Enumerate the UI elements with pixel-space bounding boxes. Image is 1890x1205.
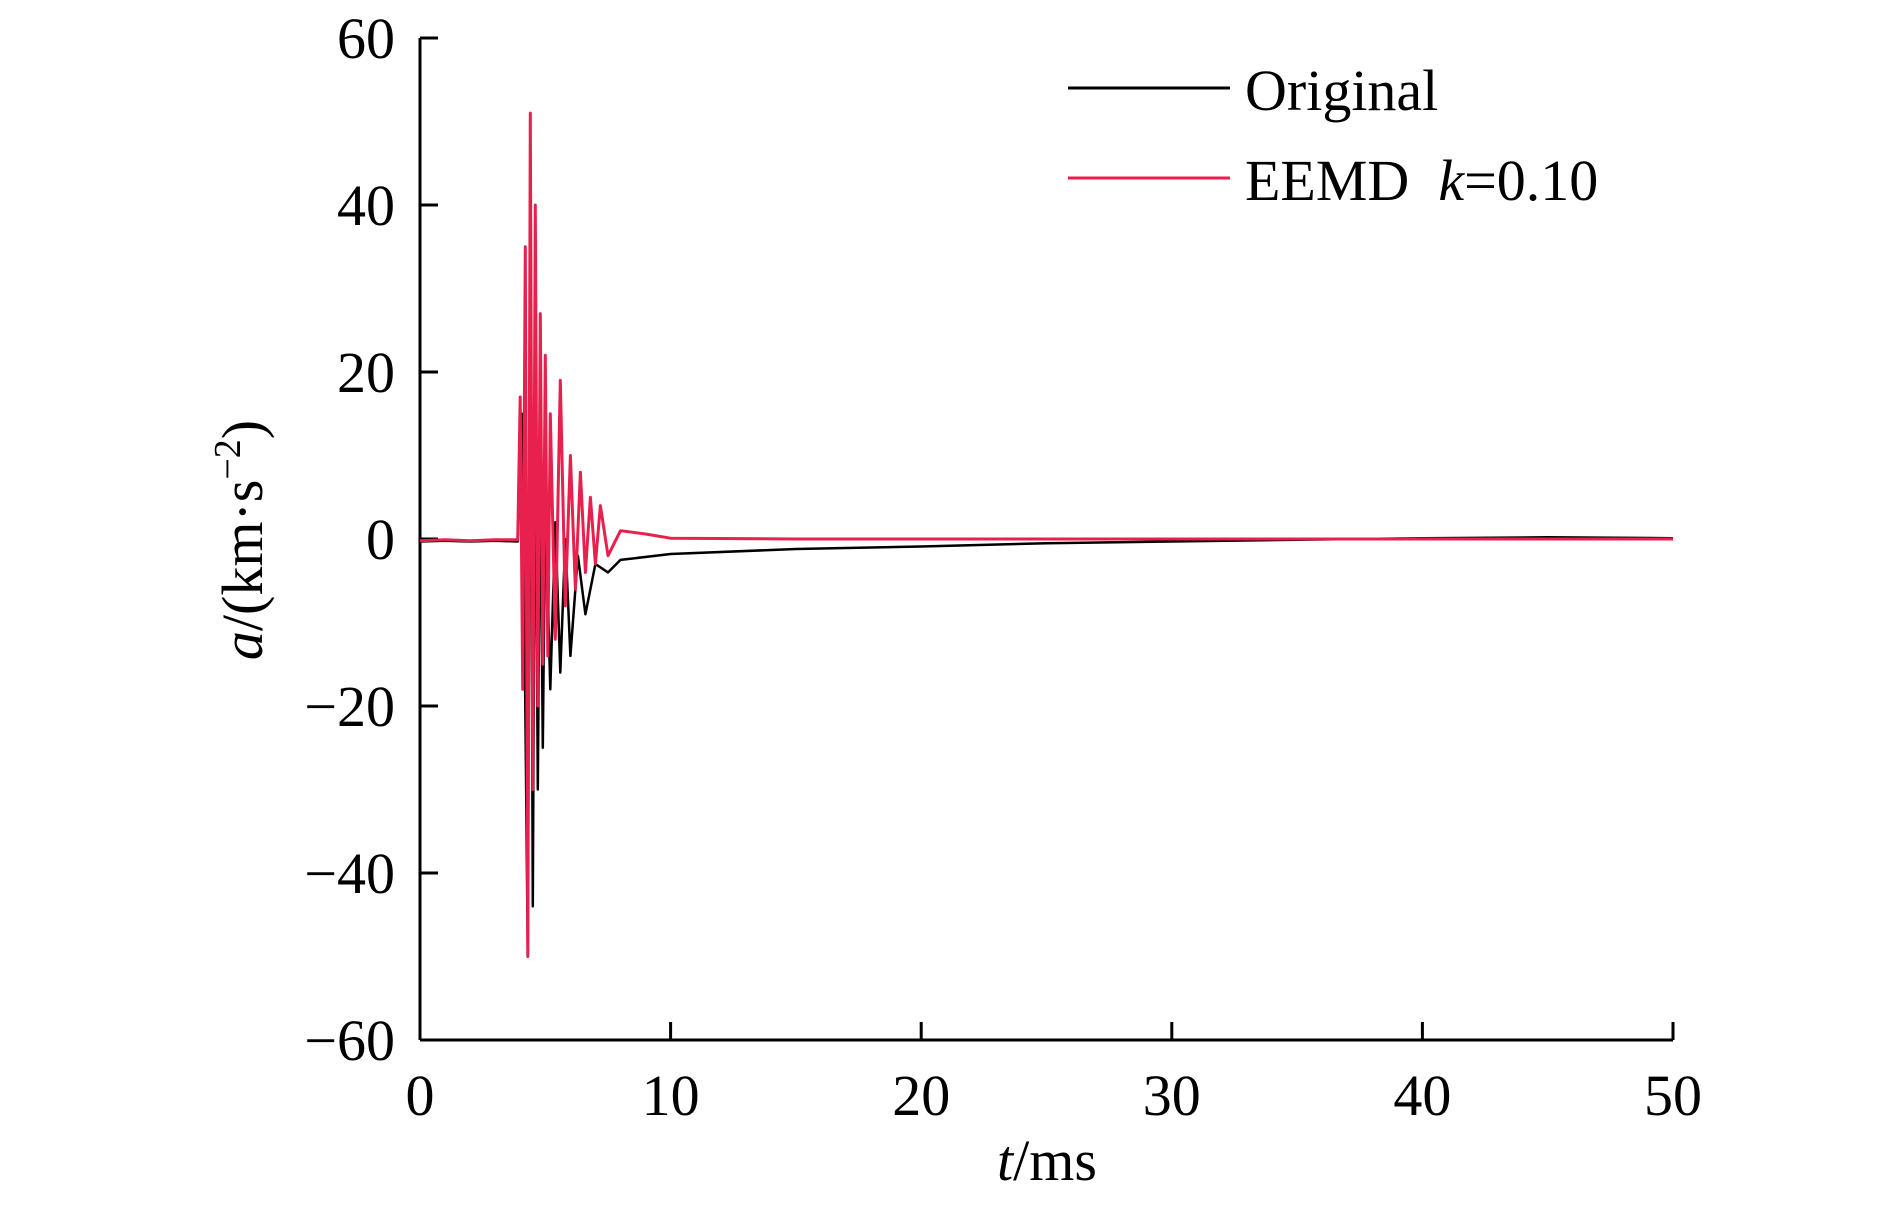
y-axis-title-unit: /(km·s xyxy=(210,480,275,631)
y-axis-title-var: a xyxy=(210,631,275,660)
x-axis: 0 10 20 30 40 50 xyxy=(406,1022,1702,1128)
series-line-original xyxy=(419,245,1674,958)
x-tick-label: 0 xyxy=(406,1063,435,1128)
y-tick-label: 20 xyxy=(337,340,395,405)
y-axis-title-sup: −2 xyxy=(207,439,249,479)
legend-eemd-suffix: =0.10 xyxy=(1464,148,1598,213)
y-axis: −60 −40 −20 0 20 40 60 xyxy=(304,6,438,1073)
y-tick-label: −60 xyxy=(304,1008,395,1073)
y-tick-label: −40 xyxy=(304,841,395,906)
x-axis-title: t/ms xyxy=(997,1128,1097,1193)
x-tick-label: 20 xyxy=(892,1063,950,1128)
legend-eemd-prefix: EEMD xyxy=(1245,148,1438,213)
x-tick-label: 50 xyxy=(1644,1063,1702,1128)
legend: Original EEMD k=0.10 xyxy=(1068,58,1598,213)
legend-label-original: Original xyxy=(1245,58,1438,123)
y-tick-label: 0 xyxy=(366,507,395,572)
series-line-eemd xyxy=(419,111,1673,958)
y-axis-title-close: ) xyxy=(210,420,275,439)
series-layer xyxy=(419,111,1674,958)
y-tick-label: 40 xyxy=(337,173,395,238)
x-axis-title-var: t xyxy=(997,1128,1015,1193)
x-tick-label: 40 xyxy=(1393,1063,1451,1128)
y-tick-label: 60 xyxy=(337,6,395,71)
x-axis-title-unit: /ms xyxy=(1013,1128,1097,1193)
x-tick-label: 10 xyxy=(642,1063,700,1128)
y-tick-label: −20 xyxy=(304,674,395,739)
legend-label-eemd: EEMD k=0.10 xyxy=(1245,148,1598,213)
x-tick-label: 30 xyxy=(1143,1063,1201,1128)
y-axis-title: a/(km·s−2) xyxy=(207,420,275,660)
legend-eemd-k: k xyxy=(1438,148,1465,213)
